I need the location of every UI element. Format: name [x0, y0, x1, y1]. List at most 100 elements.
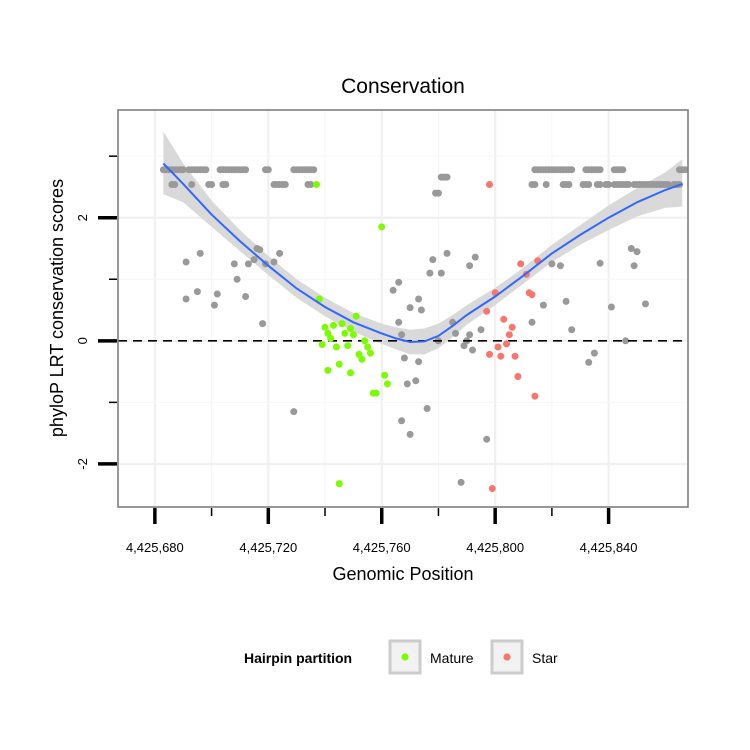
x-tick-label: 4,425,720: [239, 540, 297, 555]
point-other: [568, 326, 576, 334]
point-other: [310, 166, 318, 174]
x-tick-label: 4,425,760: [353, 540, 411, 555]
point-other: [250, 256, 258, 264]
point-other: [477, 326, 485, 334]
y-axis-label: phyloP LRT conservation scores: [47, 179, 67, 437]
point-star: [486, 181, 493, 188]
legend-key-box-mature: [388, 639, 422, 675]
point-other: [276, 249, 284, 257]
point-mature: [335, 480, 343, 488]
y-tick-label: -2: [75, 458, 90, 470]
point-star: [488, 485, 496, 492]
point-mature: [358, 355, 366, 363]
point-other: [483, 435, 491, 443]
point-star: [528, 291, 536, 299]
point-other: [256, 246, 264, 254]
point-other: [406, 304, 414, 312]
point-other: [457, 478, 465, 486]
point-other: [568, 166, 576, 174]
point-mature: [313, 181, 320, 188]
point-other: [469, 346, 476, 354]
point-other: [290, 408, 298, 416]
x-tick-label: 4,425,680: [126, 540, 184, 555]
legend-key-mature-dot: [401, 653, 409, 661]
point-star: [531, 392, 539, 400]
point-other: [565, 181, 573, 188]
point-other: [242, 166, 250, 174]
point-other: [242, 293, 250, 300]
point-other: [443, 173, 451, 181]
point-other: [210, 301, 218, 309]
plot-panel: [118, 110, 688, 507]
point-mature: [364, 343, 372, 351]
point-star: [508, 323, 516, 331]
y-tick-label: 0: [75, 337, 90, 344]
confidence-band: [163, 131, 683, 355]
point-other: [423, 405, 431, 412]
point-mature: [318, 341, 326, 348]
point-star: [494, 343, 502, 351]
point-other: [548, 260, 556, 268]
point-other: [642, 300, 649, 308]
point-star: [483, 307, 491, 315]
point-other: [627, 245, 635, 252]
point-star: [517, 260, 525, 268]
y-tick-label: 2: [75, 214, 90, 221]
x-axis: 4,425,680 4,425,720 4,425,760 4,425,800 4,42…: [126, 508, 638, 555]
y-axis: -2 0 2: [75, 155, 117, 470]
point-star: [497, 352, 505, 360]
point-other: [585, 181, 593, 188]
point-mature: [321, 323, 329, 331]
x-tick-label: 4,425,840: [580, 540, 638, 555]
point-other: [531, 181, 539, 188]
point-other: [556, 262, 564, 270]
legend-key-box-star: [490, 639, 524, 675]
point-other: [389, 286, 397, 294]
legend: Hairpin partition Mature Star: [244, 639, 558, 675]
point-mature: [347, 325, 354, 332]
points-other-series: [159, 166, 689, 486]
point-other: [259, 320, 267, 328]
point-other: [585, 358, 593, 366]
point-other: [542, 181, 550, 188]
point-other: [590, 349, 598, 357]
legend-label-star: Star: [532, 650, 558, 666]
point-other: [605, 181, 613, 188]
point-mature: [383, 380, 391, 388]
x-tick-label: 4,425,800: [466, 540, 524, 555]
point-other: [466, 331, 474, 339]
point-mature: [347, 369, 354, 377]
legend-key-star-dot: [503, 653, 511, 661]
point-star: [500, 315, 508, 323]
point-mature: [338, 320, 346, 328]
point-other: [398, 417, 406, 425]
point-other: [471, 253, 479, 261]
point-other: [395, 318, 403, 326]
point-other: [412, 377, 420, 385]
legend-title: Hairpin partition: [244, 650, 352, 666]
point-mature: [327, 334, 335, 342]
point-other: [202, 166, 210, 174]
point-mature: [381, 371, 389, 379]
point-other: [264, 166, 272, 174]
point-other: [539, 301, 547, 309]
point-other: [443, 249, 451, 257]
point-other: [437, 269, 445, 277]
point-mature: [335, 360, 343, 368]
point-other: [596, 166, 604, 174]
point-star: [511, 352, 519, 360]
legend-label-mature: Mature: [430, 650, 474, 666]
point-other: [681, 166, 689, 174]
point-other: [233, 275, 241, 283]
point-other: [196, 249, 204, 257]
point-mature: [332, 343, 340, 351]
point-other: [415, 295, 423, 303]
point-other: [528, 318, 536, 326]
point-mature: [372, 389, 380, 397]
point-other: [171, 181, 179, 188]
point-other: [281, 181, 289, 188]
point-other: [429, 256, 437, 264]
point-other: [230, 260, 238, 268]
plot-border: [117, 109, 689, 508]
point-mature: [352, 312, 360, 320]
